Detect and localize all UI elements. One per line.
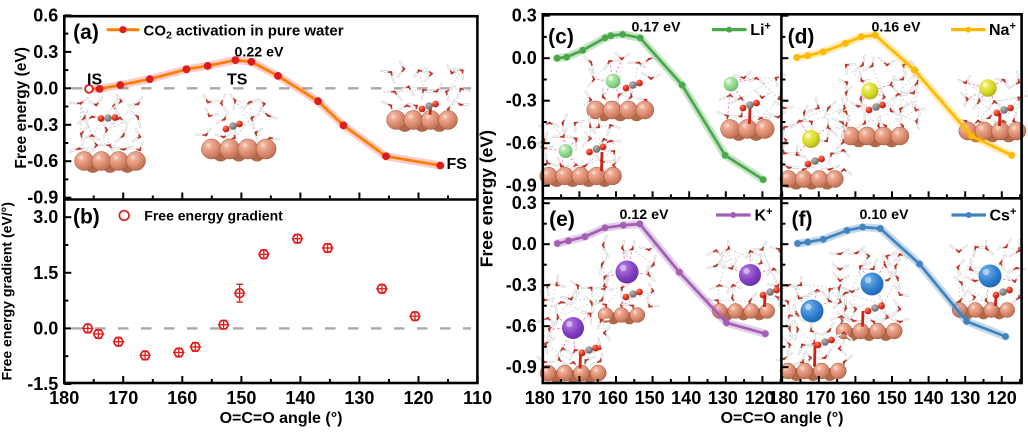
svg-text:-0.9: -0.9: [27, 188, 58, 208]
svg-text:120: 120: [403, 388, 433, 408]
svg-text:(e): (e): [549, 208, 575, 231]
svg-text:150: 150: [226, 388, 256, 408]
svg-text:FS: FS: [447, 156, 468, 173]
svg-text:0.12 eV: 0.12 eV: [620, 207, 669, 223]
svg-text:O=C=O angle (°): O=C=O angle (°): [721, 410, 844, 427]
svg-text:1.5: 1.5: [33, 263, 58, 283]
svg-text:(c): (c): [548, 26, 574, 49]
svg-text:0.0: 0.0: [512, 234, 537, 254]
svg-text:CO2 activation in pure water: CO2 activation in pure water: [144, 23, 344, 42]
svg-text:180: 180: [49, 388, 79, 408]
svg-text:-0.6: -0.6: [506, 316, 537, 336]
svg-text:180: 180: [525, 388, 555, 408]
svg-text:0.17 eV: 0.17 eV: [632, 20, 681, 36]
svg-text:160: 160: [598, 388, 628, 408]
svg-text:0.6: 0.6: [33, 5, 58, 25]
svg-text:120: 120: [987, 388, 1017, 408]
svg-text:(d): (d): [788, 26, 815, 49]
svg-text:0.3: 0.3: [33, 42, 58, 62]
svg-text:110: 110: [463, 388, 492, 408]
svg-text:140: 140: [285, 388, 315, 408]
svg-text:130: 130: [708, 388, 738, 408]
svg-text:Free energy gradient (eV/°): Free energy gradient (eV/°): [0, 202, 14, 380]
svg-text:IS: IS: [87, 72, 102, 89]
svg-text:(f): (f): [792, 208, 813, 231]
svg-text:-0.3: -0.3: [506, 91, 537, 111]
svg-text:-0.9: -0.9: [506, 357, 537, 377]
svg-text:3.0: 3.0: [33, 207, 58, 227]
svg-text:0.16 eV: 0.16 eV: [872, 20, 921, 36]
svg-text:-0.6: -0.6: [506, 133, 537, 153]
svg-text:170: 170: [561, 388, 591, 408]
svg-text:0.3: 0.3: [512, 6, 537, 26]
svg-text:160: 160: [840, 388, 870, 408]
svg-text:-0.9: -0.9: [506, 176, 537, 196]
svg-text:170: 170: [805, 388, 835, 408]
svg-text:-0.3: -0.3: [506, 275, 537, 295]
svg-text:120: 120: [745, 388, 775, 408]
svg-text:0.10 eV: 0.10 eV: [860, 207, 909, 223]
svg-text:Free energy (eV): Free energy (eV): [477, 130, 497, 267]
svg-text:(b): (b): [73, 206, 100, 229]
svg-text:O=C=O angle (°): O=C=O angle (°): [220, 410, 343, 427]
svg-text:-0.6: -0.6: [27, 151, 58, 171]
svg-text:130: 130: [344, 388, 374, 408]
svg-text:-0.3: -0.3: [27, 115, 58, 135]
svg-text:(a): (a): [73, 21, 99, 44]
svg-text:Free energy (eV): Free energy (eV): [13, 47, 30, 168]
svg-text:170: 170: [108, 388, 138, 408]
svg-text:0.0: 0.0: [33, 78, 58, 98]
svg-text:150: 150: [635, 388, 665, 408]
svg-text:0.22 eV: 0.22 eV: [235, 45, 284, 61]
svg-text:140: 140: [671, 388, 701, 408]
svg-text:140: 140: [914, 388, 944, 408]
svg-text:150: 150: [877, 388, 907, 408]
svg-text:TS: TS: [227, 72, 248, 89]
svg-text:Free energy gradient: Free energy gradient: [144, 208, 283, 224]
svg-text:0.0: 0.0: [33, 318, 58, 338]
svg-text:160: 160: [167, 388, 197, 408]
svg-text:0.3: 0.3: [512, 193, 537, 213]
svg-text:0.0: 0.0: [512, 48, 537, 68]
svg-text:130: 130: [950, 388, 980, 408]
